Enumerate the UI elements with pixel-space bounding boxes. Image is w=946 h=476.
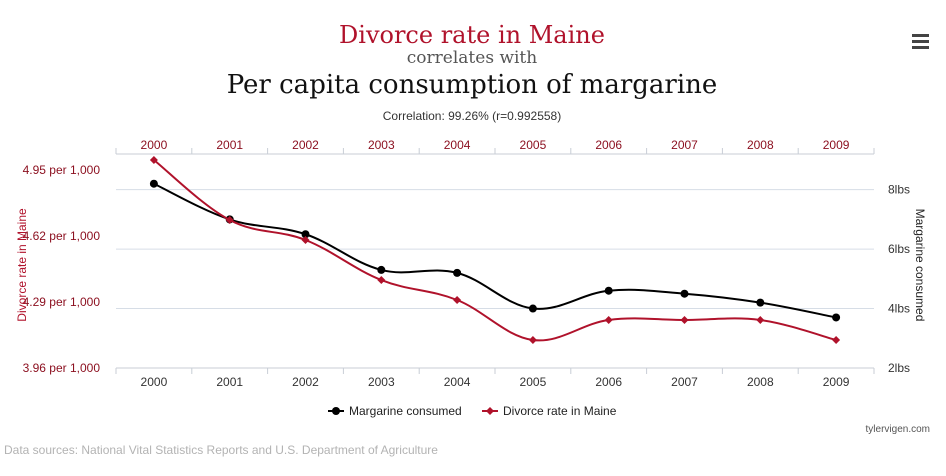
data-point-divorce-rate-in-maine (756, 316, 765, 324)
data-point-margarine-consumed (377, 265, 386, 274)
data-point-divorce-rate-in-maine (453, 296, 462, 304)
bottom-axis-tick-label: 2002 (292, 375, 319, 389)
series-line-divorce-rate-in-maine (153, 159, 837, 342)
bottom-axis-tick-label: 2005 (520, 375, 547, 389)
top-axis-tick-label: 2009 (823, 138, 850, 152)
series-line-margarine-consumed (153, 182, 837, 319)
data-point-divorce-rate-in-maine (604, 316, 613, 324)
bottom-axis-tick-label: 2007 (671, 375, 698, 389)
right-axis-tick-label: 2lbs (888, 361, 910, 375)
right-axis-tick-label: 8lbs (888, 183, 910, 197)
top-axis-tick-label: 2000 (141, 138, 168, 152)
left-axis-tick-label: 4.29 per 1,000 (23, 295, 101, 309)
right-axis-tick-label: 6lbs (888, 242, 910, 256)
bottom-axis-tick-label: 2006 (595, 375, 622, 389)
legend-marker-divorce-rate-in-maine (486, 407, 494, 415)
top-axis-tick-label: 2008 (747, 138, 774, 152)
data-point-margarine-consumed (832, 313, 841, 322)
left-axis-title: Divorce rate in Maine (15, 208, 29, 322)
chart-subtitle: Correlation: 99.26% (r=0.992558) (383, 109, 561, 123)
top-axis-tick-label: 2006 (595, 138, 622, 152)
top-axis-tick-label: 2003 (368, 138, 395, 152)
top-axis-tick-label: 2005 (520, 138, 547, 152)
data-point-divorce-rate-in-maine (149, 156, 158, 164)
bottom-axis-tick-label: 2009 (823, 375, 850, 389)
bottom-axis-tick-label: 2000 (141, 375, 168, 389)
bottom-axis-tick-label: 2003 (368, 375, 395, 389)
bottom-axis-tick-label: 2001 (216, 375, 243, 389)
data-point-margarine-consumed (604, 286, 613, 295)
legend-label-divorce-rate-in-maine: Divorce rate in Maine (503, 404, 617, 418)
data-point-divorce-rate-in-maine (225, 216, 234, 224)
bottom-axis-tick-label: 2008 (747, 375, 774, 389)
data-point-margarine-consumed (756, 298, 765, 307)
data-point-margarine-consumed (453, 268, 462, 277)
chart-title-connector: correlates with (407, 48, 537, 68)
data-point-margarine-consumed (528, 304, 537, 313)
data-point-divorce-rate-in-maine (528, 336, 537, 344)
data-point-margarine-consumed (680, 289, 689, 298)
data-point-divorce-rate-in-maine (301, 236, 310, 244)
legend-label-margarine-consumed: Margarine consumed (349, 404, 462, 418)
credit-text: tylervigen.com (866, 424, 930, 435)
data-point-divorce-rate-in-maine (377, 276, 386, 284)
hamburger-menu-icon[interactable] (907, 30, 933, 52)
right-axis-tick-label: 4lbs (888, 302, 910, 316)
bottom-axis-tick-label: 2004 (444, 375, 471, 389)
left-axis-tick-label: 4.62 per 1,000 (23, 229, 101, 243)
legend-marker-margarine-consumed (332, 407, 340, 415)
top-axis-tick-label: 2001 (216, 138, 243, 152)
top-axis-tick-label: 2007 (671, 138, 698, 152)
data-point-divorce-rate-in-maine (680, 316, 689, 324)
chart-title-primary: Divorce rate in Maine (339, 21, 605, 49)
chart-title-secondary: Per capita consumption of margarine (227, 70, 718, 100)
left-axis-tick-label: 4.95 per 1,000 (23, 163, 101, 177)
legend: Margarine consumed Divorce rate in Maine (328, 404, 617, 418)
top-axis-tick-label: 2004 (444, 138, 471, 152)
source-note: Data sources: National Vital Statistics … (4, 443, 438, 457)
axes-layer: 8lbs 6lbs 4lbs 2lbs 4.95 per 1,000 4.62 per 1… (23, 138, 910, 389)
right-axis-title: Margarine consumed (913, 209, 927, 322)
top-axis-tick-label: 2002 (292, 138, 319, 152)
data-point-margarine-consumed (301, 230, 310, 239)
data-point-divorce-rate-in-maine (832, 336, 841, 344)
left-axis-tick-label: 3.96 per 1,000 (23, 361, 101, 375)
series-layer (149, 156, 841, 344)
data-point-margarine-consumed (149, 179, 158, 188)
